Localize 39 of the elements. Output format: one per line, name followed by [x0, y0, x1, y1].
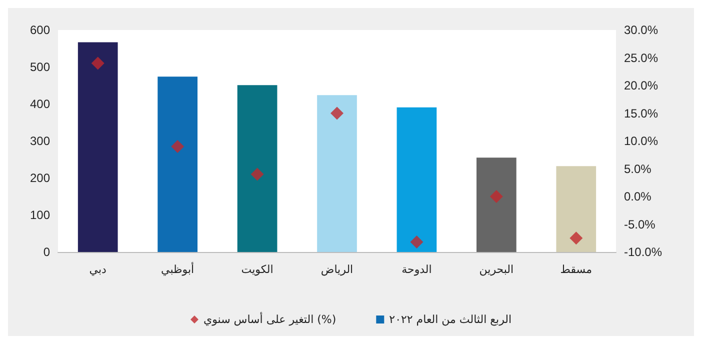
y2-tick-label: -5.0% [624, 217, 656, 232]
y-tick-label: 400 [30, 97, 50, 111]
y2-tick-label: 15.0% [624, 106, 658, 120]
y2-tick-label: 0.0% [624, 190, 652, 204]
y-tick-label: 100 [30, 208, 50, 222]
point [330, 106, 344, 120]
bar [237, 85, 278, 252]
bar [396, 107, 437, 252]
y2-tick-label: 20.0% [624, 78, 658, 92]
legend-label: الربع الثالث من العام ٢٠٢٢ [389, 313, 512, 326]
y2-tick-label: 10.0% [624, 134, 658, 148]
bar [78, 42, 118, 252]
x-tick-label: البحرين [479, 263, 514, 276]
y-tick-label: 300 [30, 134, 50, 148]
point [91, 56, 104, 70]
bar [476, 158, 516, 252]
y-tick-label: 0 [43, 245, 50, 259]
y-tick-label: 500 [30, 60, 50, 74]
x-tick-label: الكويت [241, 263, 274, 276]
x-tick-label: مسقط [560, 263, 592, 276]
bar [158, 76, 198, 252]
bar [556, 166, 596, 252]
y2-tick-label: 30.0% [624, 23, 658, 37]
bar [317, 95, 357, 252]
y-tick-label: 600 [30, 23, 50, 37]
point [250, 168, 264, 181]
x-tick-label: أبوظبي [161, 262, 194, 276]
y2-tick-label: -10.0% [624, 245, 662, 259]
x-tick-label: دبي [89, 263, 107, 276]
x-tick-label: الرياض [320, 263, 354, 276]
y2-tick-label: 5.0% [624, 162, 652, 176]
y-tick-label: 200 [30, 171, 50, 185]
legend-label: التغير على أساس سنوي (%) [203, 312, 336, 326]
point [410, 236, 424, 249]
point [171, 140, 184, 154]
y2-tick-label: 25.0% [624, 50, 658, 65]
point [570, 232, 583, 245]
point [490, 190, 503, 203]
x-tick-label: الدوحة [402, 263, 432, 276]
